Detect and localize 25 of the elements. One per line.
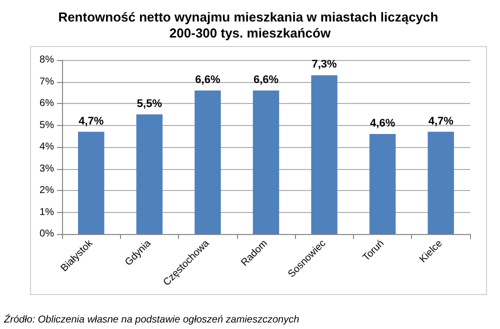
y-tick-label: 0% [40,228,54,240]
y-tick-label: 3% [40,163,54,174]
text: Źródło: Obliczenia własne na podstawie ogłoszeń zamieszczonych [3,314,300,326]
y-tick-label: 5% [40,120,54,131]
data-label: 5,5% [136,98,162,110]
bar [428,132,454,234]
bar [78,132,104,234]
y-tick-label: 8% [40,54,54,66]
bar [194,90,221,234]
data-label: 7,3% [312,58,338,71]
bar [136,114,163,234]
data-label: 6,6% [195,74,220,86]
y-tick-label: 2% [40,185,54,196]
y-tick-label: 7% [40,76,54,88]
data-label: 4,7% [428,115,454,128]
data-label: 4,7% [78,115,104,128]
bar [311,75,338,234]
y-tick-label: 6% [40,98,54,109]
bar [369,134,396,234]
y-tick-label: 4% [40,142,54,152]
bar [252,90,280,234]
data-label: 4,6% [370,117,396,130]
y-tick-label: 1% [40,206,54,218]
data-label: 6,6% [253,74,279,86]
chart-title: Rentowność netto wynajmu mieszkania w miastach liczących 200-300 tys. mieszkańców [58,10,442,40]
